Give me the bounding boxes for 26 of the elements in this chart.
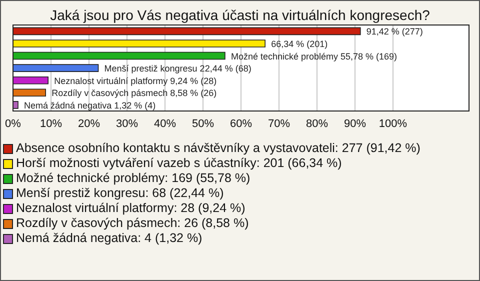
x-tick-label: 30% bbox=[116, 118, 138, 130]
data-label: Rozdíly v časových pásmech 8,58 % (26) bbox=[52, 88, 217, 98]
legend-label: Neznalost virtuální platformy: 28 (9,24 %) bbox=[16, 201, 246, 216]
legend-label: Absence osobního kontaktu s návštěvníky a vystavovateli: 277 (91,42 %) bbox=[16, 141, 420, 156]
data-label: 66,34 % (201) bbox=[271, 38, 328, 49]
x-tick-label: 80% bbox=[306, 118, 328, 130]
data-label: Nemá žádná negativa 1,32 % (4) bbox=[24, 100, 156, 110]
x-tick-label: 60% bbox=[230, 118, 252, 130]
data-label: Možné technické problémy 55,78 % (169) bbox=[230, 51, 398, 62]
x-tick-label: 10% bbox=[40, 118, 62, 130]
x-tick-label: 70% bbox=[268, 118, 290, 130]
chart-title: Jaká jsou pro Vás negativa účasti na virtuálních kongresech? bbox=[49, 7, 431, 23]
x-tick-label: 100% bbox=[378, 118, 408, 130]
legend-label: Možné technické problémy: 169 (55,78 %) bbox=[16, 171, 250, 186]
x-tick-label: 20% bbox=[78, 118, 100, 130]
x-tick-label: 50% bbox=[192, 118, 214, 130]
x-tick-label: 0% bbox=[5, 118, 22, 130]
x-tick-label: 90% bbox=[344, 118, 366, 130]
legend-label: Rozdíly v časových pásmech: 26 (8,58 %) bbox=[16, 216, 249, 231]
x-tick-label: 40% bbox=[154, 118, 176, 130]
legend-label: Nemá žádná negativa: 4 (1,32 %) bbox=[16, 231, 202, 246]
data-label: Menší prestiž kongresu 22,44 % (68) bbox=[104, 64, 252, 74]
legend-label: Menší prestiž kongresu: 68 (22,44 %) bbox=[16, 186, 224, 201]
data-label: 91,42 % (277) bbox=[366, 26, 423, 37]
data-label: Neznalost virtuální platformy 9,24 % (28) bbox=[54, 76, 217, 86]
legend-label: Horší možnosti vytváření vazeb s účastníky: 201 (66,34 %) bbox=[16, 156, 342, 171]
